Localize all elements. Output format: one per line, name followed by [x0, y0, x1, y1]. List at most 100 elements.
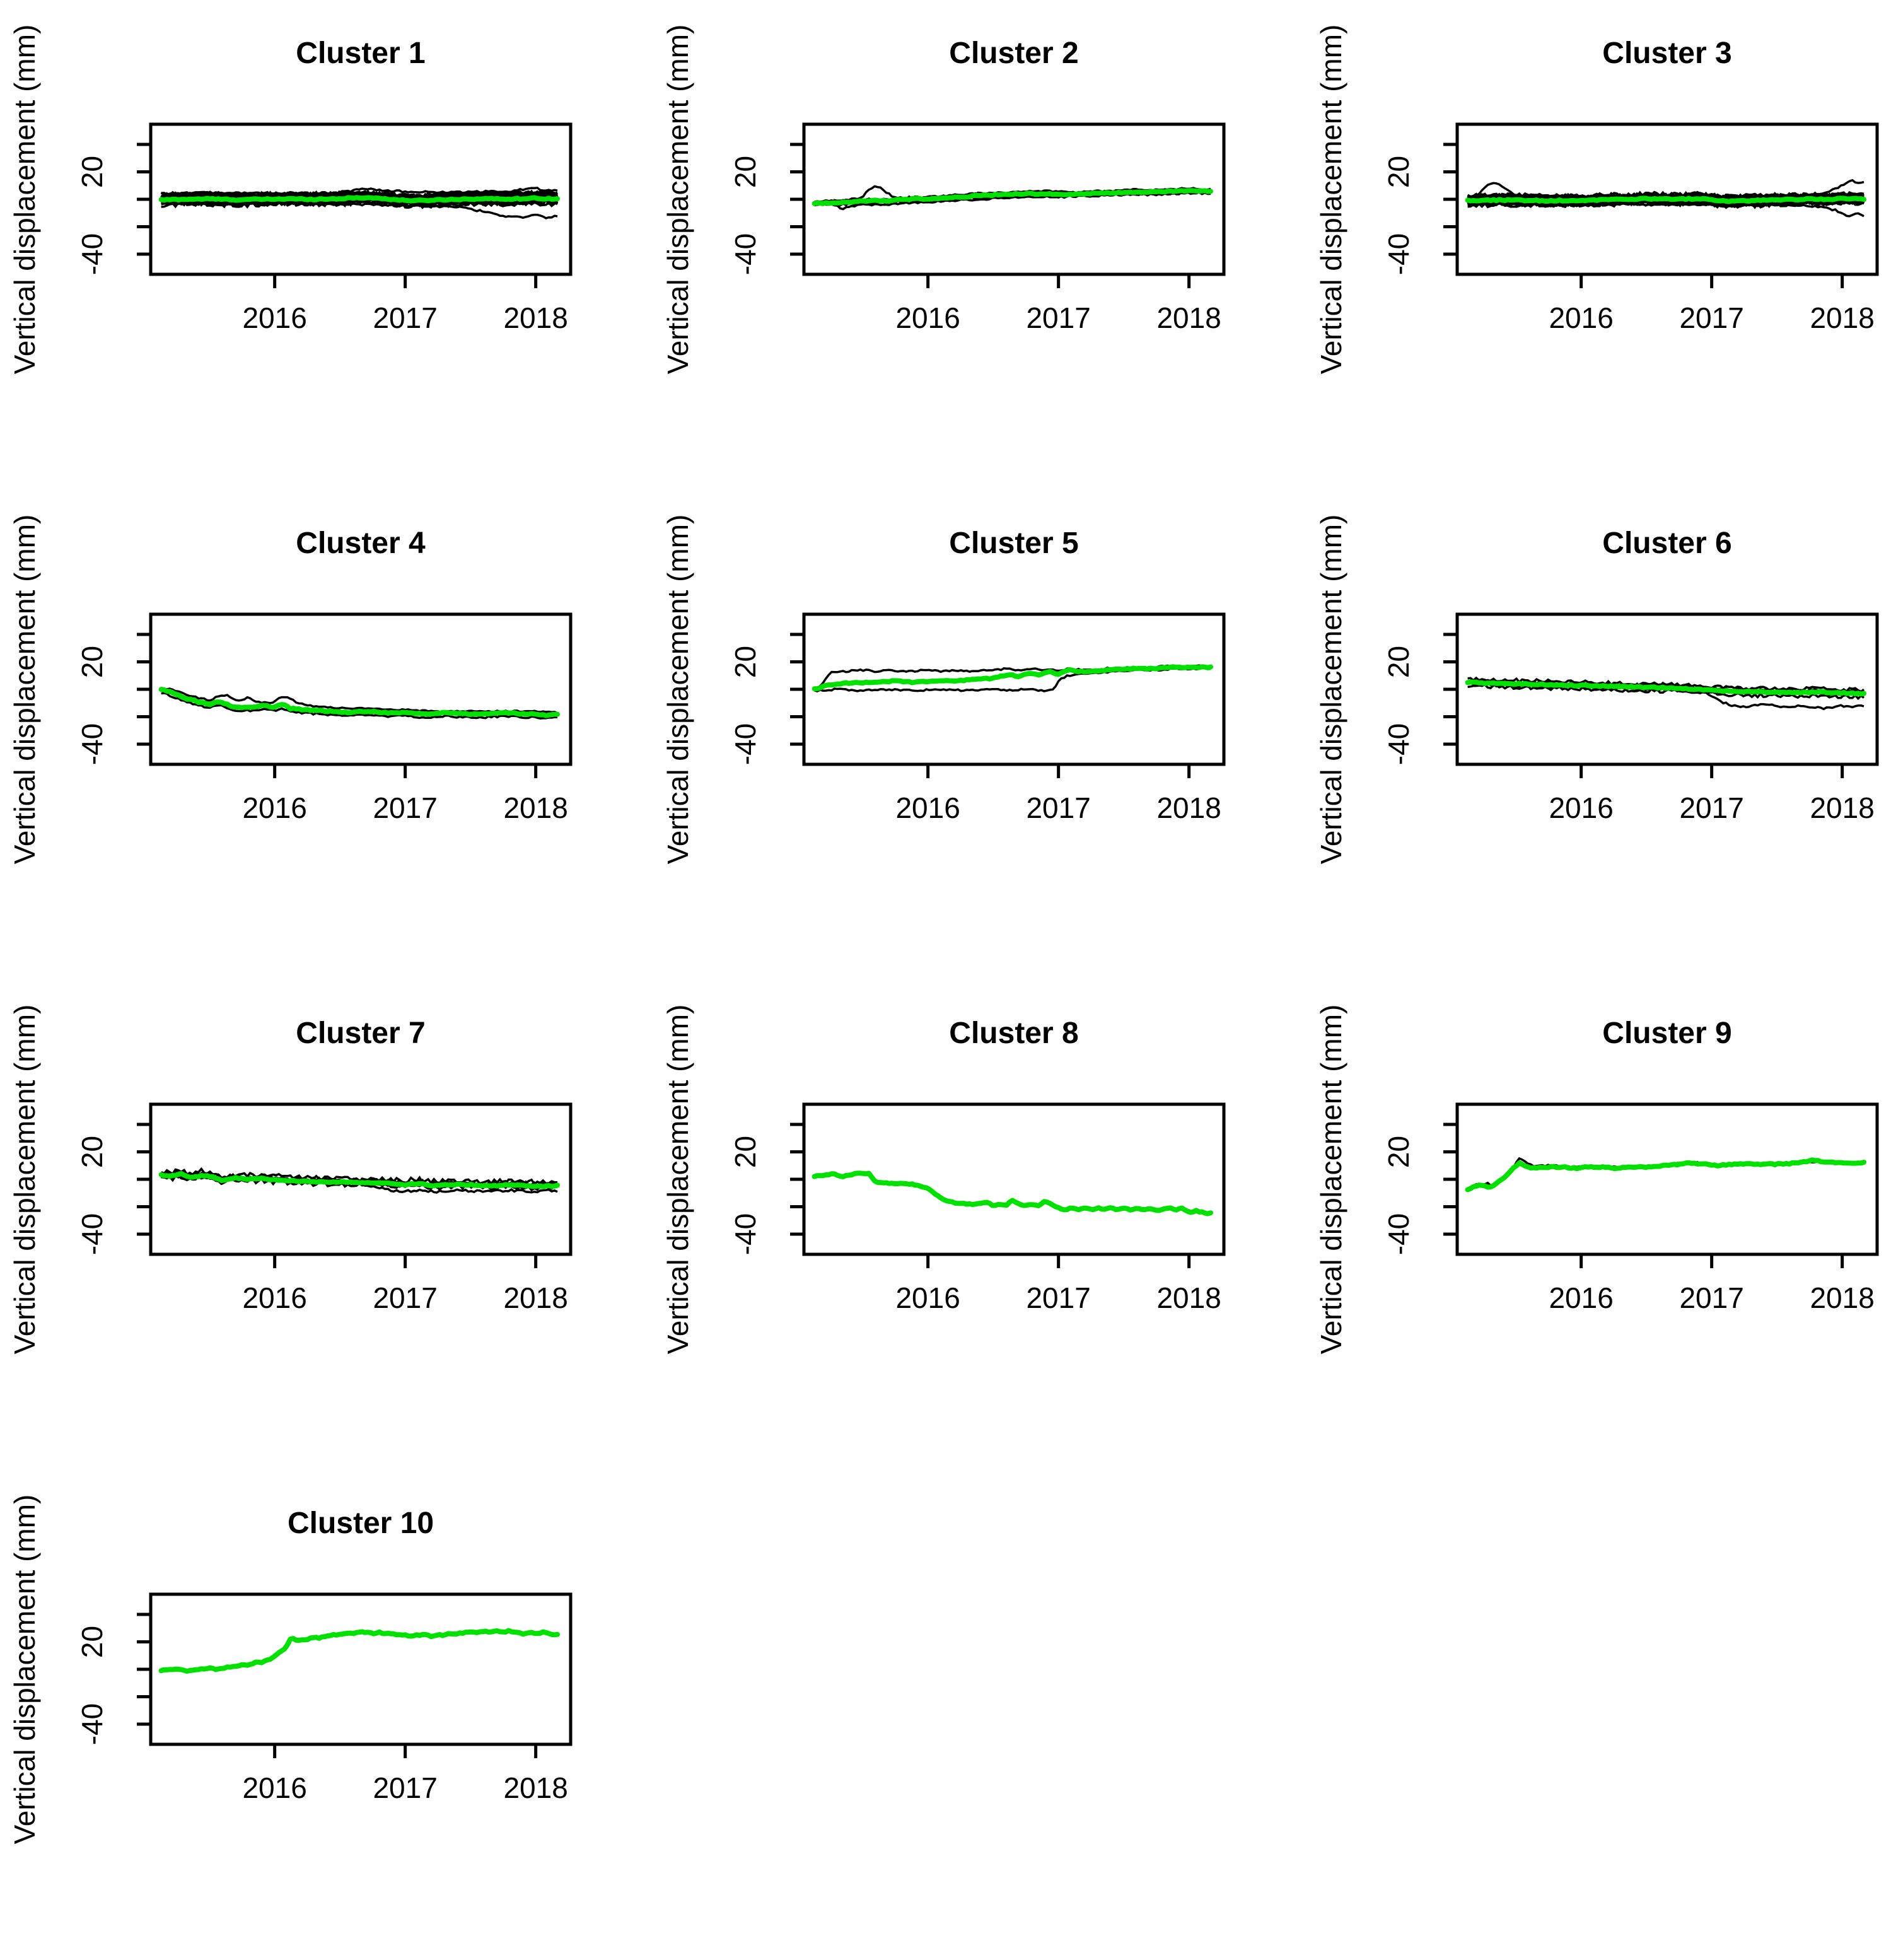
- x-tick-label: 2017: [1679, 301, 1743, 334]
- x-tick-label: 2017: [373, 791, 437, 824]
- y-tick-label: 20: [76, 646, 108, 678]
- y-tick-label: -40: [76, 1213, 108, 1255]
- cluster-mean-line: [812, 1170, 1213, 1216]
- series-group: [812, 664, 1213, 692]
- y-tick-label: -40: [729, 233, 762, 275]
- series-group: [1465, 178, 1866, 218]
- x-tick-label: 2017: [373, 1771, 437, 1804]
- y-tick-label: -40: [1382, 233, 1415, 275]
- x-tick-label: 2016: [242, 1281, 306, 1314]
- y-tick-label: -40: [1382, 1213, 1415, 1255]
- series-group: [158, 1628, 560, 1674]
- cluster-panel-7: Cluster 7 Vertical displacement (mm) 20 -40…: [8, 1005, 573, 1355]
- cluster-mean-line: [812, 664, 1213, 692]
- x-tick-label: 2018: [503, 791, 567, 824]
- series-group: [1465, 1157, 1866, 1193]
- x-tick-label: 2018: [1156, 1281, 1221, 1314]
- x-tick-label: 2017: [1026, 301, 1090, 334]
- y-axis-label: Vertical displacement (mm): [1315, 1005, 1347, 1355]
- cluster-panel-1: Cluster 1 Vertical displacement (mm) 20 -40…: [8, 25, 573, 375]
- cluster-mean-line: [158, 1628, 560, 1674]
- y-tick-label: 20: [76, 156, 108, 188]
- x-tick-label: 2017: [1026, 1281, 1090, 1314]
- series-group: [1465, 676, 1866, 711]
- y-tick-label: 20: [729, 1136, 762, 1168]
- x-tick-label: 2016: [242, 1771, 306, 1804]
- y-tick-label: -40: [76, 1703, 108, 1745]
- x-tick-label: 2016: [1549, 1281, 1613, 1314]
- cluster-panel-2: Cluster 2 Vertical displacement (mm) 20 -40…: [661, 25, 1226, 375]
- x-tick-label: 2016: [895, 791, 960, 824]
- cluster-panel-4: Cluster 4 Vertical displacement (mm) 20 -40…: [8, 515, 573, 865]
- member-series-line: [161, 186, 558, 196]
- x-tick-label: 2016: [242, 791, 306, 824]
- y-axis-label: Vertical displacement (mm): [661, 1005, 694, 1355]
- series-group: [812, 1170, 1213, 1216]
- cluster-panel-5: Cluster 5 Vertical displacement (mm) 20 -40…: [661, 515, 1226, 865]
- cluster-mean-line: [812, 188, 1213, 206]
- panel-title: Cluster 8: [949, 1017, 1078, 1050]
- panel-title: Cluster 4: [296, 527, 426, 560]
- plot-box: [149, 612, 573, 766]
- member-series-line: [161, 201, 558, 219]
- y-axis-label: Vertical displacement (mm): [661, 515, 694, 865]
- plot-box: [1455, 1102, 1879, 1256]
- x-tick-label: 2018: [1156, 301, 1221, 334]
- series-group: [158, 686, 560, 720]
- panel-title: Cluster 7: [296, 1017, 425, 1050]
- x-tick-label: 2018: [1810, 791, 1874, 824]
- series-group: [158, 186, 560, 219]
- y-axis-label: Vertical displacement (mm): [1315, 515, 1347, 865]
- member-series-line: [1467, 201, 1865, 218]
- y-tick-label: -40: [76, 723, 108, 765]
- panel-title: Cluster 6: [1602, 527, 1731, 560]
- plot-box: [802, 1102, 1226, 1256]
- y-tick-label: -40: [729, 723, 762, 765]
- x-tick-label: 2018: [1810, 1281, 1874, 1314]
- cluster-mean-line: [158, 195, 560, 204]
- member-series-line: [161, 692, 557, 720]
- cluster-mean-line: [1465, 195, 1866, 204]
- x-tick-label: 2018: [1156, 791, 1221, 824]
- y-tick-label: 20: [1382, 646, 1415, 678]
- y-axis-label: Vertical displacement (mm): [8, 25, 41, 375]
- cluster-panel-6: Cluster 6 Vertical displacement (mm) 20 -40…: [1315, 515, 1879, 865]
- panel-title: Cluster 2: [949, 37, 1078, 70]
- cluster-mean-line: [1465, 679, 1866, 697]
- x-tick-label: 2016: [895, 301, 960, 334]
- y-tick-label: 20: [1382, 1136, 1415, 1168]
- cluster-mean-line: [1465, 1157, 1866, 1193]
- panel-title: Cluster 5: [949, 527, 1078, 560]
- x-tick-label: 2017: [373, 1281, 437, 1314]
- y-tick-label: -40: [1382, 723, 1415, 765]
- y-tick-label: -40: [729, 1213, 762, 1255]
- y-axis-label: Vertical displacement (mm): [8, 1005, 41, 1355]
- series-group: [158, 1167, 560, 1194]
- y-axis-label: Vertical displacement (mm): [8, 1495, 41, 1845]
- x-tick-label: 2017: [1679, 1281, 1743, 1314]
- x-tick-label: 2016: [1549, 791, 1613, 824]
- figure-grid: Cluster 1 Vertical displacement (mm) 20 -40…: [8, 25, 1879, 1844]
- y-axis-label: Vertical displacement (mm): [8, 515, 41, 865]
- y-tick-label: 20: [729, 646, 762, 678]
- x-tick-label: 2018: [503, 1771, 567, 1804]
- y-axis-label: Vertical displacement (mm): [661, 25, 694, 375]
- y-tick-label: 20: [1382, 156, 1415, 188]
- cluster-panel-10: Cluster 10 Vertical displacement (mm) 20 -4…: [8, 1495, 573, 1845]
- x-tick-label: 2017: [1679, 791, 1743, 824]
- y-tick-label: -40: [76, 233, 108, 275]
- cluster-panel-9: Cluster 9 Vertical displacement (mm) 20 -40…: [1315, 1005, 1879, 1355]
- y-axis-label: Vertical displacement (mm): [1315, 25, 1347, 375]
- x-tick-label: 2016: [1549, 301, 1613, 334]
- member-series-line: [160, 191, 559, 202]
- x-tick-label: 2016: [242, 301, 306, 334]
- x-tick-label: 2016: [895, 1281, 960, 1314]
- cluster-mean-line: [158, 1170, 560, 1189]
- y-tick-label: 20: [76, 1136, 108, 1168]
- cluster-panel-8: Cluster 8 Vertical displacement (mm) 20 -40…: [661, 1005, 1226, 1355]
- x-tick-label: 2018: [1810, 301, 1874, 334]
- series-group: [812, 185, 1213, 211]
- panel-title: Cluster 1: [296, 37, 425, 70]
- panel-title: Cluster 9: [1602, 1017, 1731, 1050]
- x-tick-label: 2017: [373, 301, 437, 334]
